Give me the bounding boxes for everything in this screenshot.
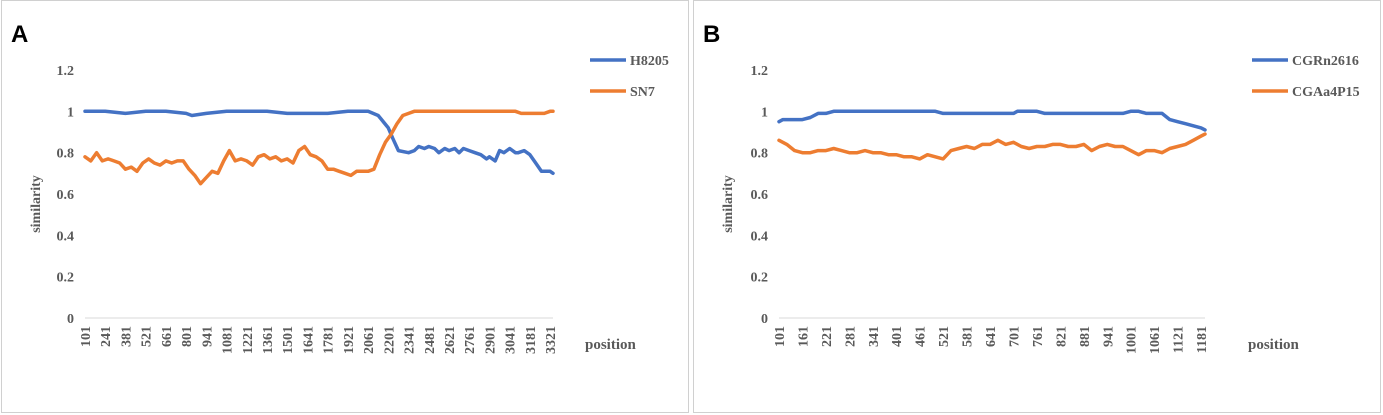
x-tick-label: 521 (937, 326, 952, 347)
x-tick-label: 2201 (382, 326, 397, 354)
x-tick-label: 701 (1007, 326, 1022, 347)
y-tick-label: 1 (67, 105, 74, 120)
x-tick-label: 2621 (443, 326, 458, 354)
x-axis-title: position (1248, 337, 1300, 353)
x-tick-label: 1181 (1195, 326, 1210, 353)
x-tick-label: 1061 (1148, 326, 1163, 354)
x-tick-label: 521 (140, 326, 155, 347)
y-axis-title: similarity (721, 175, 736, 233)
x-tick-label: 381 (119, 326, 134, 347)
x-tick-label: 1361 (261, 326, 276, 354)
x-tick-label: 341 (867, 326, 882, 347)
x-tick-label: 101 (773, 326, 788, 347)
y-tick-label: 0 (67, 312, 74, 327)
y-tick-label: 0.8 (57, 147, 75, 162)
x-tick-label: 641 (984, 326, 999, 347)
x-tick-label: 1221 (241, 326, 256, 354)
x-tick-label: 101 (79, 326, 94, 347)
x-tick-label: 1081 (221, 326, 236, 354)
chart-b-svg: 0 0.2 0.4 0.6 0.8 1 1.2 101 161 221 281 341 401 461 52… (721, 54, 1360, 354)
x-tick-label: 2481 (423, 326, 438, 354)
y-tick-label: 0.4 (57, 229, 75, 244)
x-tick-label: 581 (961, 326, 976, 347)
y-tick-label: 0.2 (751, 271, 769, 286)
x-axis-title: position (585, 337, 637, 353)
y-tick-label: 1 (761, 105, 768, 120)
x-tick-label: 801 (180, 326, 195, 347)
x-tick-label: 1921 (342, 326, 357, 354)
panel-label-b: B (703, 21, 721, 48)
series-line-cgrn2616 (777, 109, 1207, 132)
y-tick-label: 0.2 (57, 271, 75, 286)
x-tick-label: 1641 (301, 326, 316, 354)
y-tick-label: 1.2 (57, 64, 75, 79)
x-tick-label: 161 (796, 326, 811, 347)
x-tick-label: 221 (820, 326, 835, 347)
x-tick-label: 281 (843, 326, 858, 347)
x-tick-label: 1501 (281, 326, 296, 354)
chart-a-svg: 0 0.2 0.4 0.6 0.8 1 1.2 101 241 381 521 661 801 941 10… (29, 54, 669, 354)
x-tick-label: 1121 (1172, 326, 1187, 353)
x-tick-label: 2061 (362, 326, 377, 354)
y-tick-label: 0.6 (751, 188, 769, 203)
x-tick-label: 3181 (524, 326, 539, 354)
x-tick-label: 461 (914, 326, 929, 347)
legend-label-cgaa4p15: CGAa4P15 (1292, 85, 1360, 100)
y-tick-label: 0.8 (751, 147, 769, 162)
legend-label-cgrn2616: CGRn2616 (1292, 54, 1359, 69)
x-tick-label: 401 (890, 326, 905, 347)
chart-panel-b: B 0 0.2 0.4 0.6 0.8 1 1.2 101 161 221 281 341 401 461… (693, 0, 1381, 413)
x-tick-label: 821 (1054, 326, 1069, 347)
x-tick-label: 941 (200, 326, 215, 347)
x-tick-label: 941 (1101, 326, 1116, 347)
y-tick-label: 0.6 (57, 188, 75, 203)
y-axis-title: similarity (29, 175, 44, 233)
y-tick-label: 1.2 (751, 64, 769, 79)
x-tick-label: 881 (1078, 326, 1093, 347)
series-line-h8205 (83, 109, 555, 176)
x-tick-label: 3041 (504, 326, 519, 354)
x-tick-label: 661 (160, 326, 175, 347)
x-tick-label: 761 (1031, 326, 1046, 347)
x-tick-label: 1001 (1125, 326, 1140, 354)
legend-label-sn7: SN7 (630, 85, 655, 100)
x-tick-label: 1781 (322, 326, 337, 354)
series-line-sn7 (83, 109, 555, 186)
y-tick-label: 0 (761, 312, 768, 327)
x-tick-label: 2341 (403, 326, 418, 354)
y-tick-label: 0.4 (751, 229, 769, 244)
x-tick-label: 241 (99, 326, 114, 347)
series-line-cgaa4p15 (777, 132, 1207, 161)
x-tick-label: 3321 (544, 326, 559, 354)
x-tick-label: 2901 (483, 326, 498, 354)
chart-panel-a: A 0 0.2 0.4 0.6 0.8 1 1.2 101 241 381 521 661 801 941… (1, 0, 689, 413)
panel-label-a: A (11, 21, 29, 48)
legend-label-h8205: H8205 (630, 54, 669, 69)
x-tick-label: 2761 (463, 326, 478, 354)
